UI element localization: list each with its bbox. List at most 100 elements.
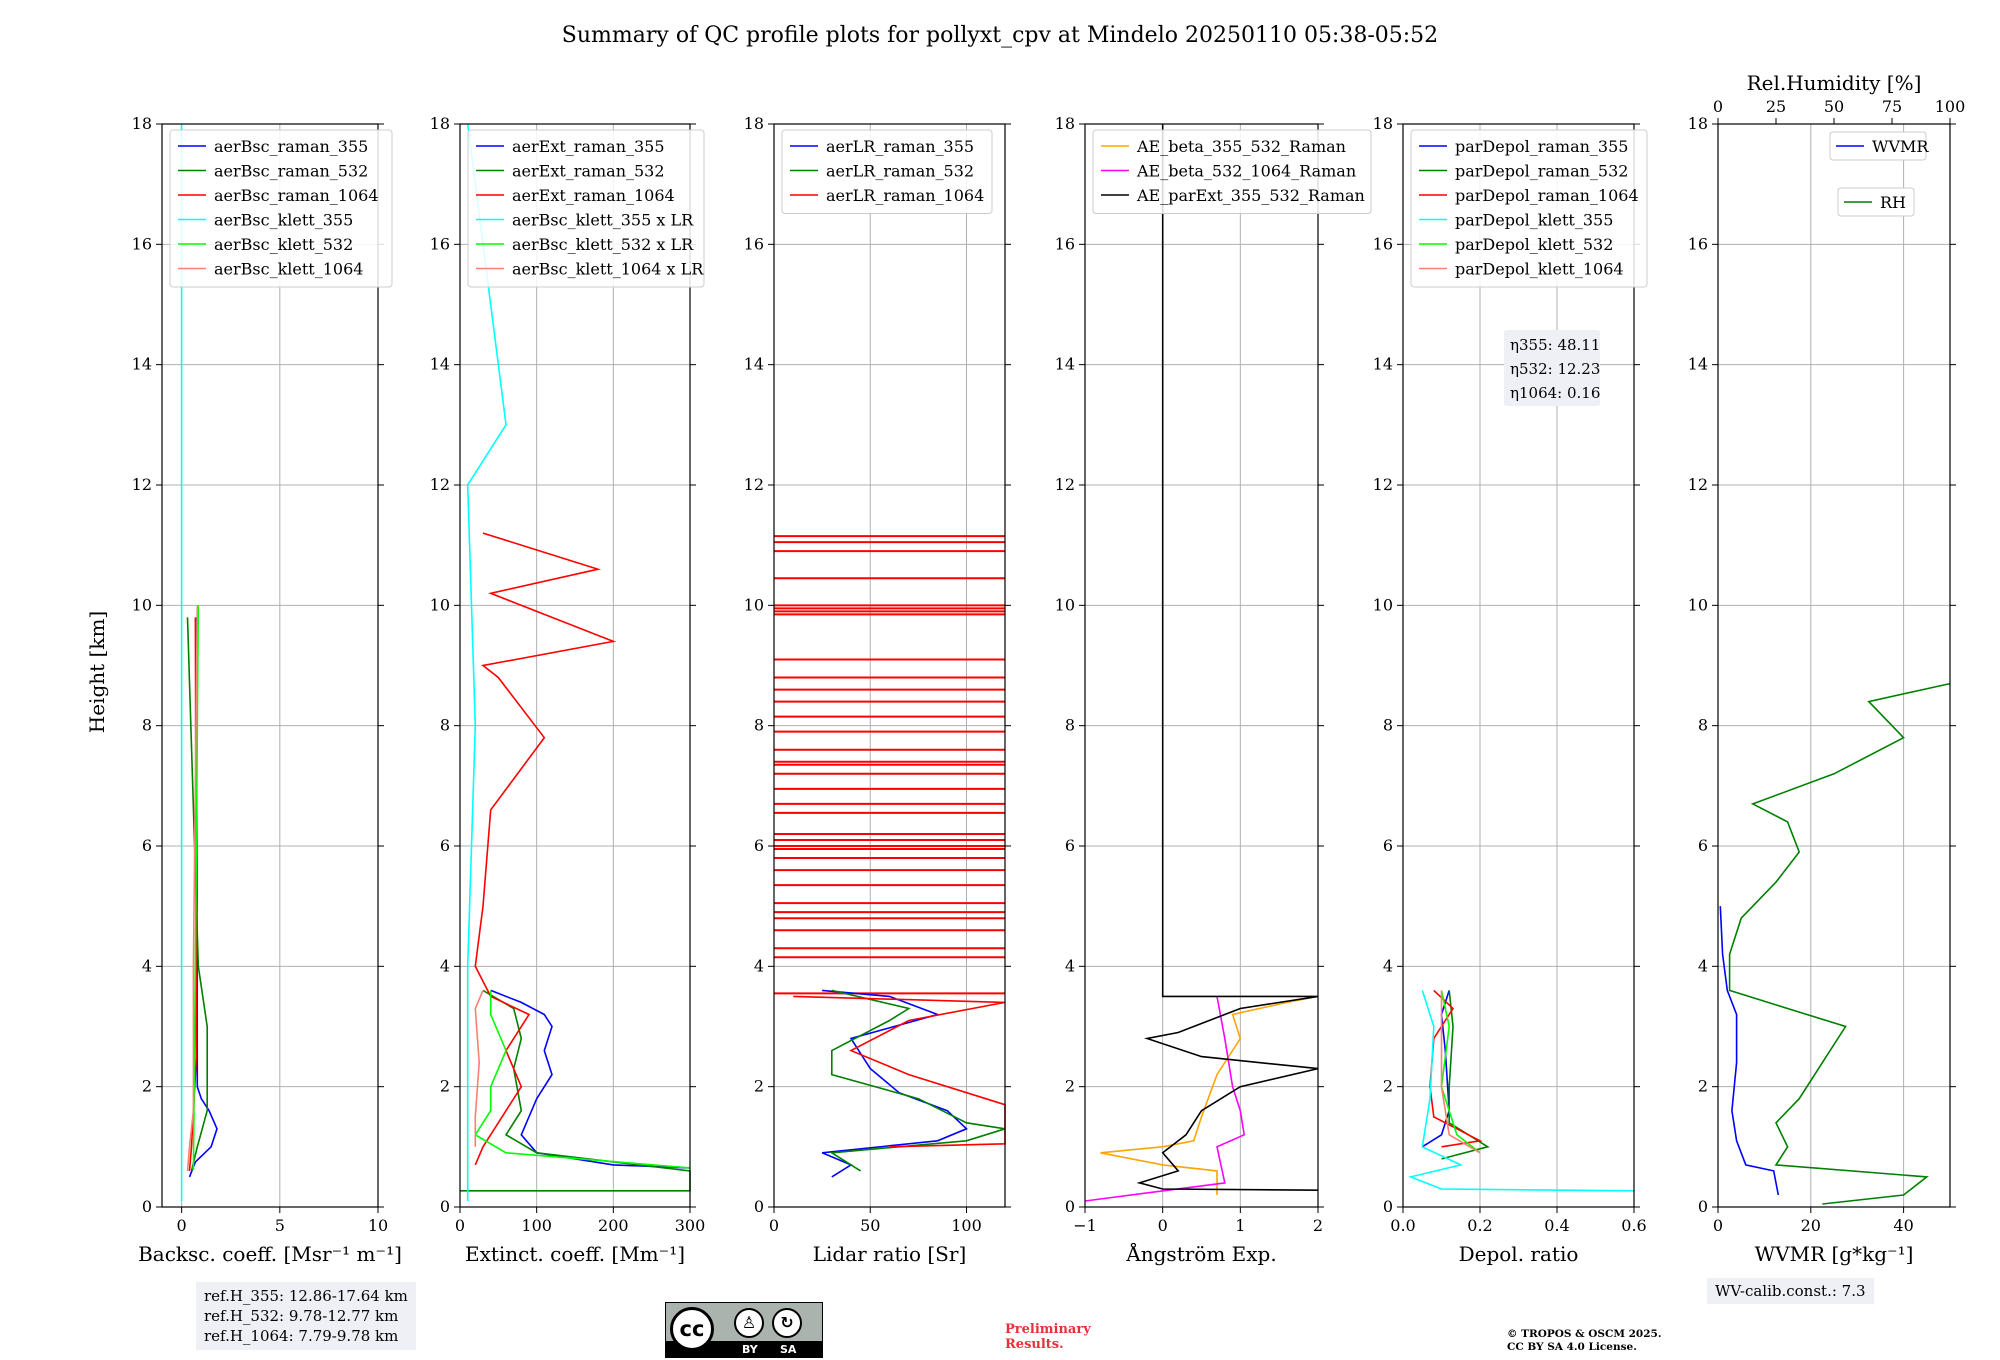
panel-depol: 0.0 0.2 0.4 0.6 0 2 4 6 8 10 12 14 16 18 Depol. ratio p…: [1373, 114, 1648, 1266]
xlabel-ae: Ångström Exp.: [1125, 1241, 1276, 1266]
ytick-label-8: 16: [1373, 234, 1393, 253]
series-ext-3: [466, 123, 507, 1201]
ytick-label-9: 18: [430, 114, 450, 133]
xtick-label-1: 20: [1801, 1216, 1821, 1235]
ytick-label-1: 2: [142, 1077, 152, 1096]
series-ae-2: [1136, 124, 1319, 1191]
copyright-line-1: © TROPOS & OSCM 2025.: [1507, 1328, 1662, 1340]
figure-title: Summary of QC profile plots for pollyxt_…: [562, 23, 1438, 48]
ytick-label-1: 2: [1065, 1077, 1075, 1096]
xtick-label-2: 0.4: [1544, 1216, 1569, 1235]
series-wv-0: [1719, 906, 1780, 1196]
ytick-label-3: 6: [142, 836, 152, 855]
ytick-label-7: 14: [1055, 355, 1075, 374]
ytick-label-0: 0: [440, 1197, 450, 1216]
legend-box-bsc: [169, 129, 393, 288]
cc-by-label: BY: [742, 1343, 758, 1356]
ytick-label-4: 8: [1383, 716, 1393, 735]
ytick-label-9: 18: [1688, 114, 1708, 133]
x2tick-label-2: 50: [1824, 97, 1844, 116]
xtick-label-3: 0.6: [1621, 1216, 1646, 1235]
series-depol-3: [1408, 990, 1635, 1192]
series-ae-0: [1100, 995, 1319, 1195]
legend-label-depol-0: parDepol_raman_355: [1455, 137, 1628, 156]
legend-label-ae-0: AE_beta_355_532_Raman: [1136, 137, 1346, 156]
xtick-label-1: 0.2: [1467, 1216, 1492, 1235]
legend-label-ext-1: aerExt_raman_532: [512, 162, 665, 181]
ytick-label-0: 0: [1383, 1197, 1393, 1216]
series-bsc-0: [188, 617, 218, 1178]
legend-label-lr-1: aerLR_raman_532: [826, 162, 974, 181]
xtick-label-0: −1: [1073, 1216, 1097, 1235]
ytick-label-4: 8: [754, 716, 764, 735]
legend-label-bsc-0: aerBsc_raman_355: [214, 137, 368, 156]
ytick-label-0: 0: [142, 1197, 152, 1216]
xlabel-bsc: Backsc. coeff. [Msr⁻¹ m⁻¹]: [138, 1242, 402, 1266]
depol-annotation-2: η1064: 0.16: [1510, 384, 1600, 402]
xtick-label-1: 0: [1158, 1216, 1168, 1235]
legend-label-bsc-5: aerBsc_klett_1064: [214, 260, 363, 279]
series-ext-5: [474, 990, 484, 1147]
legend-label-lr-0: aerLR_raman_355: [826, 137, 974, 156]
ytick-label-8: 16: [1688, 234, 1708, 253]
ytick-label-6: 12: [1688, 475, 1708, 494]
legend-label-wv-1: RH: [1880, 193, 1906, 212]
ytick-label-9: 18: [132, 114, 152, 133]
legend-box-ext: [467, 129, 705, 288]
ytick-label-6: 12: [1373, 475, 1393, 494]
x2tick-label-0: 0: [1713, 97, 1723, 116]
xtick-label-0: 0.0: [1390, 1216, 1415, 1235]
legend-label-ae-1: AE_beta_532_1064_Raman: [1136, 162, 1356, 181]
panel-wv: 0 20 40 0 2 4 6 8 10 12 14 16 18 WVMR [g*kg⁻¹] 0 25 50 75…: [1688, 71, 1966, 1266]
ytick-label-6: 12: [1055, 475, 1075, 494]
ytick-label-1: 2: [1383, 1077, 1393, 1096]
ytick-label-6: 12: [132, 475, 152, 494]
xtick-label-0: 0: [177, 1216, 187, 1235]
depol-annotation-0: η355: 48.11: [1510, 336, 1600, 354]
series-wv-1: [1728, 682, 1951, 1205]
ytick-label-2: 4: [1698, 956, 1708, 975]
series-lr-1: [829, 989, 1006, 1172]
xtick-label-2: 100: [951, 1216, 982, 1235]
ytick-label-1: 2: [440, 1077, 450, 1096]
ytick-label-7: 14: [132, 355, 152, 374]
ytick-label-7: 14: [1688, 355, 1708, 374]
x2tick-label-1: 25: [1766, 97, 1786, 116]
legend-label-lr-2: aerLR_raman_1064: [826, 186, 984, 205]
ytick-label-2: 4: [754, 956, 764, 975]
ytick-label-6: 12: [430, 475, 450, 494]
xtick-label-0: 0: [455, 1216, 465, 1235]
legend-label-ext-0: aerExt_raman_355: [512, 137, 665, 156]
y-axis-label: Height [km]: [85, 611, 109, 733]
ytick-label-2: 4: [440, 956, 450, 975]
ytick-label-4: 8: [1065, 716, 1075, 735]
series-depol-5: [1440, 990, 1481, 1154]
preliminary-note: Preliminary Results.: [1005, 1322, 1091, 1352]
reference-height-box: ref.H_355: 12.86-17.64 km ref.H_532: 9.7…: [196, 1282, 416, 1350]
ytick-label-3: 6: [440, 836, 450, 855]
cc-logo-icon: cc: [670, 1307, 714, 1351]
ytick-label-8: 16: [430, 234, 450, 253]
legend-label-depol-5: parDepol_klett_1064: [1455, 260, 1624, 279]
xtick-label-3: 2: [1313, 1216, 1323, 1235]
ytick-label-5: 10: [744, 595, 764, 614]
ref-height-355: ref.H_355: 12.86-17.64 km: [204, 1287, 408, 1305]
legend-label-bsc-3: aerBsc_klett_355: [214, 211, 353, 230]
axes-frame-lr: [773, 123, 1006, 1208]
cc-sa-share-icon: ↻: [772, 1308, 802, 1338]
series-ext-2: [474, 532, 617, 1166]
series-depol-0: [1421, 990, 1451, 1148]
ytick-label-8: 16: [744, 234, 764, 253]
legend-box-depol: [1410, 129, 1648, 288]
wv-calib-constant: WV-calib.const.: 7.3: [1707, 1278, 1874, 1304]
legend-label-wv-0: WVMR: [1872, 137, 1929, 156]
cc-by-sa-badge: cc ♙ ↻ BY SA: [665, 1302, 823, 1358]
ytick-label-4: 8: [142, 716, 152, 735]
ref-height-1064: ref.H_1064: 7.79-9.78 km: [204, 1327, 399, 1345]
ytick-label-7: 14: [1373, 355, 1393, 374]
series-ae-1: [1084, 996, 1246, 1202]
ytick-label-3: 6: [1698, 836, 1708, 855]
ytick-label-1: 2: [754, 1077, 764, 1096]
xtick-label-2: 200: [598, 1216, 629, 1235]
legend-label-depol-1: parDepol_raman_532: [1455, 162, 1628, 181]
